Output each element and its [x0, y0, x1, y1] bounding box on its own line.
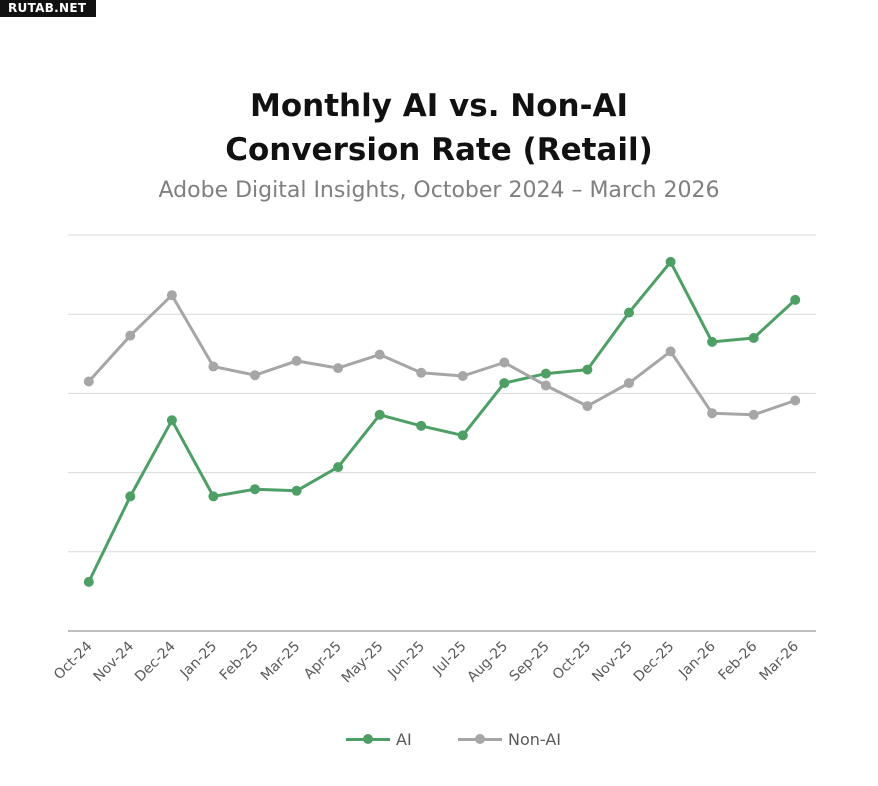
gridlines — [68, 234, 816, 632]
x-tick-label: Jun-25 — [384, 639, 428, 683]
data-point-non-ai[interactable] — [416, 367, 427, 378]
data-point-non-ai[interactable] — [83, 376, 94, 387]
legend-label-ai: AI — [396, 729, 412, 749]
data-point-non-ai[interactable] — [166, 290, 177, 301]
data-point-ai[interactable] — [83, 576, 94, 587]
x-axis-ticks: Oct-24Nov-24Dec-24Jan-25Feb-25Mar-25Apr-… — [51, 638, 802, 686]
data-point-ai[interactable] — [748, 333, 759, 343]
chart-title-line-2: Conversion Rate (Retail) — [225, 132, 653, 168]
x-tick-label: Aug-25 — [464, 639, 511, 686]
legend-swatch-ai — [346, 733, 390, 745]
x-tick-label: Dec-24 — [132, 638, 179, 685]
data-point-ai[interactable] — [250, 484, 260, 495]
x-tick-label: Dec-25 — [631, 639, 678, 686]
data-point-ai[interactable] — [208, 491, 219, 502]
series-line-non-ai — [87, 293, 797, 417]
x-tick-label: Oct-25 — [550, 639, 595, 684]
x-tick-label: Jan-26 — [675, 638, 719, 682]
data-point-non-ai[interactable] — [707, 408, 718, 419]
x-tick-label: Jan-25 — [177, 639, 220, 682]
legend-swatch-non-ai — [458, 733, 502, 745]
legend: AI Non-AI — [0, 728, 878, 750]
series-lines — [87, 260, 797, 584]
data-point-ai[interactable] — [540, 368, 551, 379]
x-tick-label: Sep-25 — [507, 639, 553, 685]
data-point-non-ai[interactable] — [250, 370, 260, 381]
data-point-ai[interactable] — [457, 430, 468, 441]
series-points — [83, 256, 801, 587]
chart-subtitle: Adobe Digital Insights, October 2024 – M… — [158, 178, 720, 203]
series-line-ai — [87, 260, 797, 584]
data-point-ai[interactable] — [291, 485, 302, 496]
data-point-non-ai[interactable] — [665, 346, 676, 357]
data-point-ai[interactable] — [166, 415, 177, 426]
legend-item-ai[interactable]: AI — [346, 728, 412, 750]
data-point-non-ai[interactable] — [748, 409, 759, 420]
data-point-ai[interactable] — [125, 491, 136, 502]
legend-label-non-ai: Non-AI — [508, 729, 561, 749]
data-point-non-ai[interactable] — [457, 371, 468, 381]
x-tick-label: May-25 — [339, 639, 387, 687]
legend-item-non-ai[interactable]: Non-AI — [458, 728, 561, 750]
data-point-ai[interactable] — [416, 420, 427, 431]
data-point-non-ai[interactable] — [624, 378, 634, 389]
x-tick-label: Jul-25 — [429, 639, 469, 679]
data-point-non-ai[interactable] — [790, 395, 801, 406]
data-point-non-ai[interactable] — [540, 380, 551, 391]
data-point-non-ai[interactable] — [499, 357, 510, 368]
data-point-ai[interactable] — [624, 307, 634, 318]
data-point-ai[interactable] — [499, 378, 510, 389]
x-tick-label: Nov-25 — [589, 639, 636, 686]
data-point-non-ai[interactable] — [291, 355, 302, 366]
watermark: RUTAB.NET — [0, 0, 97, 17]
data-point-non-ai[interactable] — [125, 330, 136, 341]
x-tick-label: Feb-26 — [715, 638, 760, 683]
x-tick-label: Nov-24 — [91, 638, 138, 685]
data-point-non-ai[interactable] — [582, 401, 593, 412]
data-point-non-ai[interactable] — [333, 363, 344, 374]
chart-title-line-1: Monthly AI vs. Non-AI — [250, 88, 628, 124]
data-point-non-ai[interactable] — [374, 349, 385, 360]
data-point-ai[interactable] — [665, 256, 676, 267]
x-tick-label: Oct-24 — [51, 638, 96, 683]
data-point-ai[interactable] — [374, 409, 385, 420]
data-point-ai[interactable] — [582, 364, 593, 375]
x-tick-label: Mar-25 — [258, 639, 304, 685]
data-point-ai[interactable] — [707, 336, 718, 347]
data-point-ai[interactable] — [333, 462, 344, 473]
data-point-non-ai[interactable] — [208, 361, 219, 372]
data-point-ai[interactable] — [790, 294, 801, 305]
x-tick-label: Feb-25 — [217, 639, 262, 684]
x-tick-label: Mar-26 — [757, 638, 803, 684]
